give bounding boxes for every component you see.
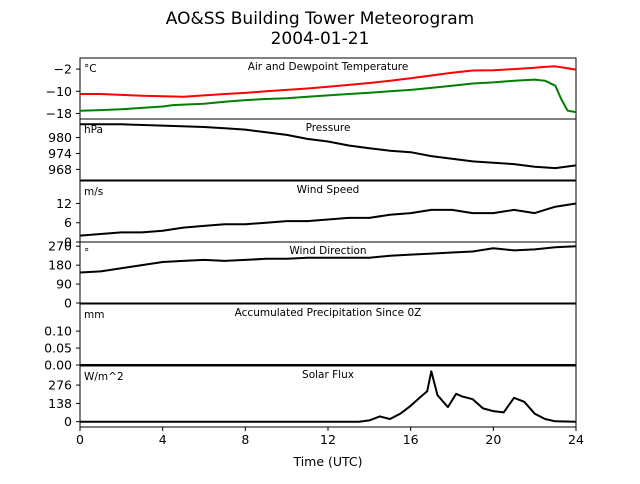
- y-tick-label: 0: [64, 235, 72, 250]
- panel-solar: 276 138 0 Solar Flux W/m^2: [48, 365, 577, 429]
- y-tick-label: 0.10: [44, 324, 72, 339]
- panel-unit-label: m/s: [84, 186, 103, 198]
- y-tick-label: −18: [46, 106, 72, 121]
- y-tick-label: 974: [48, 146, 72, 161]
- y-tick-label: 980: [48, 130, 72, 145]
- panel-unit-label: mm: [84, 309, 104, 321]
- panel-precip: 0.10 0.05 0.00 Accumulated Precipitation Si…: [44, 303, 577, 373]
- x-tick-label: 20: [485, 432, 501, 447]
- x-tick-label: 8: [241, 432, 249, 447]
- y-tick-label: −2: [54, 62, 72, 77]
- y-tick-label: 12: [56, 196, 72, 211]
- x-axis-label: Time (UTC): [292, 454, 362, 469]
- y-tick-label: −10: [46, 84, 72, 99]
- series-line-solar-0: [80, 370, 577, 423]
- y-tick-label: 6: [64, 215, 72, 230]
- y-tick-label: 0: [64, 296, 72, 311]
- panel-title: Air and Dewpoint Temperature: [248, 61, 409, 73]
- panel-title: Solar Flux: [302, 369, 354, 381]
- y-tick-label: 0: [64, 414, 72, 429]
- series-line-temp-1: [79, 78, 577, 114]
- panels-group: −2 −10 −18 Air and Dewpoint Temperature °C 98…: [44, 57, 577, 429]
- panel-unit-label: W/m^2: [84, 371, 124, 383]
- panel-unit-label: °: [84, 247, 89, 259]
- panel-direction: 270 180 90 0 Wind Direction °: [48, 239, 577, 311]
- panel-unit-label: hPa: [84, 124, 103, 136]
- y-tick-label: 968: [48, 162, 72, 177]
- series-line-pressure-0: [80, 123, 577, 170]
- x-tick-label: 24: [568, 432, 584, 447]
- y-tick-label: 138: [48, 396, 72, 411]
- series-line-direction-0: [79, 245, 577, 274]
- panel-title: Wind Speed: [297, 184, 360, 196]
- chart-title: AO&SS Building Tower Meteorogram: [166, 9, 474, 29]
- panel-unit-label: °C: [84, 63, 97, 75]
- x-axis: 0 4 8 12 16 20 24: [76, 427, 584, 447]
- x-tick-label: 12: [320, 432, 336, 447]
- y-tick-label: 0.00: [44, 358, 72, 373]
- panel-frame: [79, 118, 577, 181]
- x-tick-label: 4: [159, 432, 167, 447]
- panel-title: Accumulated Precipitation Since 0Z: [235, 307, 422, 319]
- panel-temp: −2 −10 −18 Air and Dewpoint Temperature °C: [46, 57, 577, 121]
- y-tick-label: 90: [56, 277, 72, 292]
- y-tick-label: 276: [48, 378, 72, 393]
- series-line-temp-0: [80, 65, 577, 98]
- panel-title: Pressure: [306, 122, 351, 134]
- panel-title: Wind Direction: [289, 245, 366, 257]
- x-tick-label: 16: [403, 432, 419, 447]
- x-tick-label: 0: [76, 432, 84, 447]
- y-tick-label: 180: [48, 258, 72, 273]
- chart-subtitle: 2004-01-21: [271, 29, 370, 49]
- series-line-speed-0: [79, 202, 577, 237]
- y-tick-label: 0.05: [44, 341, 72, 356]
- y-tick-label: 270: [48, 239, 72, 254]
